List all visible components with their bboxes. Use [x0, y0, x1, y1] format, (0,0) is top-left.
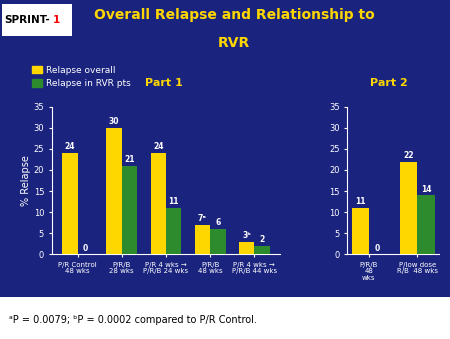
Text: 14: 14 [421, 184, 431, 194]
Text: Part 1: Part 1 [145, 78, 183, 88]
Text: Overall Relapse and Relationship to: Overall Relapse and Relationship to [94, 8, 374, 22]
Bar [210, 229, 225, 254]
Text: Part 2: Part 2 [370, 78, 408, 88]
Text: 11: 11 [355, 197, 365, 206]
Bar [254, 246, 270, 254]
Text: 11: 11 [168, 197, 179, 206]
Bar [418, 195, 435, 254]
Bar [351, 208, 369, 254]
Text: 6: 6 [215, 218, 220, 227]
Text: SPRINT-: SPRINT- [4, 15, 50, 25]
Y-axis label: % Relapse: % Relapse [21, 155, 31, 206]
Legend: Relapse overall, Relapse in RVR pts: Relapse overall, Relapse in RVR pts [32, 65, 130, 88]
Bar [150, 153, 166, 254]
Text: 21: 21 [124, 155, 135, 164]
Text: 3ᵇ: 3ᵇ [242, 231, 251, 240]
Text: ᵃP = 0.0079; ᵇP = 0.0002 compared to P/R Control.: ᵃP = 0.0079; ᵇP = 0.0002 compared to P/R… [9, 315, 257, 325]
Text: 0: 0 [83, 243, 88, 253]
Text: 0: 0 [374, 243, 380, 253]
Bar [195, 225, 210, 254]
Bar [106, 128, 122, 254]
Bar [122, 166, 137, 254]
Text: 2: 2 [260, 235, 265, 244]
Text: 22: 22 [404, 151, 414, 160]
Text: 7ᵃ: 7ᵃ [198, 214, 207, 223]
Text: RVR: RVR [218, 36, 250, 49]
Text: 24: 24 [153, 142, 163, 152]
Bar [400, 162, 418, 254]
Bar [166, 208, 181, 254]
Bar [62, 153, 77, 254]
Text: 24: 24 [65, 142, 75, 152]
Bar [239, 242, 254, 254]
Text: 30: 30 [109, 117, 119, 126]
Text: 1: 1 [53, 15, 60, 25]
